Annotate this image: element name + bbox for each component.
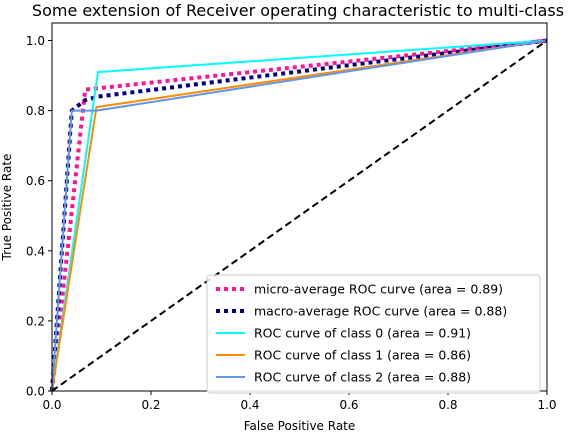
- x-tick-label: 0.0: [42, 398, 61, 412]
- x-tick-label: 0.6: [339, 398, 358, 412]
- x-tick-label: 1.0: [537, 398, 556, 412]
- y-axis-label: True Positive Rate: [0, 154, 14, 262]
- series-line-4: [51, 39, 548, 392]
- legend-entry: micro-average ROC curve (area = 0.89): [254, 282, 503, 297]
- legend-entry: ROC curve of class 0 (area = 0.91): [254, 326, 471, 341]
- legend-box: [206, 274, 541, 394]
- legend-entry: ROC curve of class 2 (area = 0.88): [254, 370, 471, 385]
- ticks-layer: 0.0 0.2 0.4 0.6 0.8 1.0 0.0 0.2 0.4 0.6 0.8 1.0: [26, 34, 557, 412]
- y-tick-label: 0.2: [26, 314, 45, 328]
- y-tick-label: 0.6: [26, 174, 45, 188]
- chart-title: Some extension of Receiver operating cha…: [32, 1, 564, 20]
- x-tick-label: 0.2: [141, 398, 160, 412]
- legend-entry: ROC curve of class 1 (area = 0.86): [254, 348, 471, 363]
- legend-entry: macro-average ROC curve (area = 0.88): [254, 304, 507, 319]
- y-tick-label: 0.0: [26, 385, 45, 399]
- series-line-5: [51, 39, 548, 392]
- series-line-2: [51, 39, 548, 392]
- series-line-3: [51, 39, 548, 392]
- x-axis-label: False Positive Rate: [244, 419, 356, 432]
- series-layer: [50, 38, 548, 392]
- x-tick-label: 0.4: [240, 398, 259, 412]
- y-tick-label: 1.0: [26, 34, 45, 48]
- y-tick-label: 0.8: [26, 104, 45, 118]
- x-tick-label: 0.8: [438, 398, 457, 412]
- y-tick-label: 0.4: [26, 244, 45, 258]
- legend: micro-average ROC curve (area = 0.89) mac…: [206, 274, 541, 394]
